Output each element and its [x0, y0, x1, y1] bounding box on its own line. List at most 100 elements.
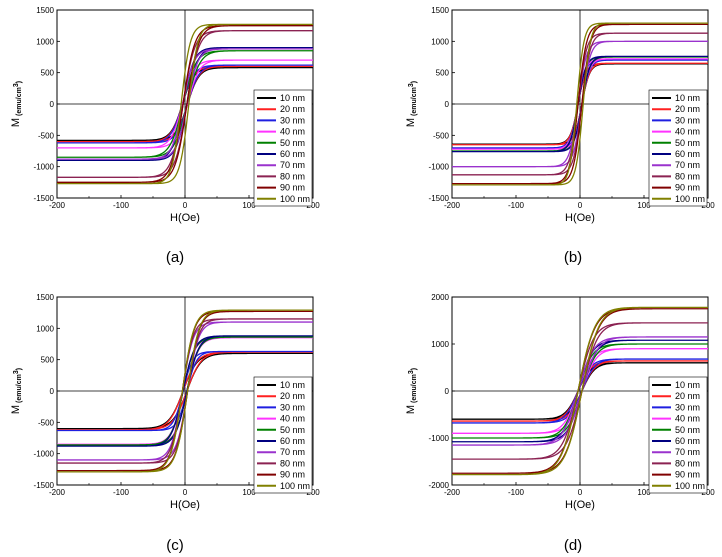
legend-entry: 40 nm [280, 127, 305, 137]
y-tick-label: -1000 [34, 163, 55, 172]
x-tick-label: 100 [242, 201, 256, 210]
panel-label: (c) [166, 537, 184, 554]
legend-entry: 70 nm [675, 447, 700, 457]
x-tick-label: 100 [637, 488, 651, 497]
x-tick-label: -200 [444, 201, 461, 210]
y-axis-unit-end: ) [411, 368, 418, 370]
legend-entry: 90 nm [280, 470, 305, 480]
panel-a: -200 -100 0 100 200-1500-1000-50005001000150… [10, 6, 320, 266]
legend-entry: 50 nm [675, 425, 700, 435]
legend-entry: 20 nm [280, 391, 305, 401]
series-50-nm-loop [57, 50, 313, 158]
y-axis-label: M (emu/cm3) [10, 81, 23, 127]
x-tick-label: 0 [183, 201, 188, 210]
x-tick-label: 0 [578, 201, 583, 210]
legend-entry: 90 nm [280, 183, 305, 193]
series-60-nm-loop [452, 339, 708, 443]
x-axis-label: H(Oe) [170, 499, 200, 511]
curves [452, 22, 708, 186]
series-30-nm-loop [57, 64, 313, 144]
legend-entry: 20 nm [675, 104, 700, 114]
y-tick-label: 1500 [36, 6, 54, 15]
y-tick-label: -2000 [429, 481, 450, 490]
x-tick-label: -100 [113, 201, 130, 210]
series-60-nm-loop [57, 335, 313, 447]
y-tick-label: -1000 [429, 163, 450, 172]
y-tick-label: 1500 [431, 6, 449, 15]
y-axis-unit-sup: 3 [13, 83, 20, 87]
y-axis-unit-end: ) [411, 81, 418, 83]
series-20-nm-loop [57, 65, 313, 143]
legend-entry: 40 nm [675, 414, 700, 424]
y-tick-label: 0 [445, 387, 450, 396]
y-axis-unit: (emu/cm [411, 374, 418, 403]
x-tick-label: -100 [508, 201, 525, 210]
y-tick-label: -1000 [34, 450, 55, 459]
series-10-nm-loop [452, 362, 708, 420]
y-axis-unit-sup: 3 [408, 370, 415, 374]
panel-label: (d) [564, 537, 582, 554]
x-tick-label: 100 [637, 201, 651, 210]
legend-entry: 50 nm [280, 138, 305, 148]
y-tick-label: 1000 [36, 37, 54, 46]
legend-entry: 40 nm [675, 127, 700, 137]
legend-entry: 60 nm [280, 436, 305, 446]
legend-entry: 100 nm [675, 194, 705, 204]
x-axis-label: H(Oe) [170, 212, 200, 224]
curves [452, 306, 708, 476]
legend-entry: 60 nm [675, 436, 700, 446]
y-tick-label: 1000 [431, 340, 449, 349]
y-tick-label: -1500 [429, 194, 450, 203]
series-70-nm-loop [57, 321, 313, 461]
y-axis-unit: (emu/cm [16, 87, 23, 116]
legend-entry: 10 nm [675, 93, 700, 103]
y-tick-label: 1000 [431, 37, 449, 46]
y-axis-label: M (emu/cm3) [405, 81, 418, 127]
y-axis-label: M (emu/cm3) [405, 368, 418, 414]
y-tick-label: -1000 [429, 434, 450, 443]
y-tick-label: 1000 [36, 324, 54, 333]
series-90-nm-loop [57, 25, 313, 183]
legend-entry: 90 nm [675, 183, 700, 193]
series-40-nm-loop [57, 59, 313, 149]
series-20-nm-loop [452, 62, 708, 146]
legend-entry: 40 nm [280, 414, 305, 424]
x-tick-label: -200 [444, 488, 461, 497]
panel-d: -200 -100 0 100 200-2000-1000010002000H(Oe)M… [405, 293, 715, 554]
legend-entry: 100 nm [280, 481, 310, 491]
y-tick-label: 0 [50, 387, 55, 396]
x-tick-label: 0 [578, 488, 583, 497]
series-70-nm-loop [452, 336, 708, 446]
series-30-nm-loop [452, 59, 708, 149]
curves [57, 23, 313, 185]
x-tick-label: 200 [306, 488, 320, 497]
legend-entry: 50 nm [280, 425, 305, 435]
series-90-nm-loop [452, 23, 708, 185]
legend-entry: 60 nm [675, 149, 700, 159]
series-80-nm-loop [452, 32, 708, 176]
y-tick-label: 500 [41, 69, 55, 78]
legend-entry: 90 nm [675, 470, 700, 480]
series-90-nm-loop [57, 310, 313, 472]
y-axis-unit: (emu/cm [411, 87, 418, 116]
y-tick-label: 0 [445, 100, 450, 109]
legend-entry: 70 nm [280, 447, 305, 457]
x-axis-label: H(Oe) [565, 212, 595, 224]
panel-c: -200 -100 0 100 200-1500-1000-50005001000150… [10, 293, 320, 554]
y-tick-label: -1500 [34, 481, 55, 490]
series-20-nm-loop [452, 360, 708, 422]
legend-entry: 60 nm [280, 149, 305, 159]
legend-entry: 20 nm [675, 391, 700, 401]
curves [57, 309, 313, 473]
series-40-nm-loop [452, 58, 708, 150]
y-tick-label: -500 [433, 131, 450, 140]
x-tick-label: -200 [49, 488, 66, 497]
x-axis-label: H(Oe) [565, 499, 595, 511]
series-100-nm-loop [452, 22, 708, 186]
series-100-nm-loop [57, 309, 313, 473]
panel-label: (a) [166, 249, 184, 266]
y-axis-symbol: M [10, 405, 22, 414]
panel-label: (b) [564, 249, 582, 266]
y-axis-unit-end: ) [16, 368, 23, 370]
